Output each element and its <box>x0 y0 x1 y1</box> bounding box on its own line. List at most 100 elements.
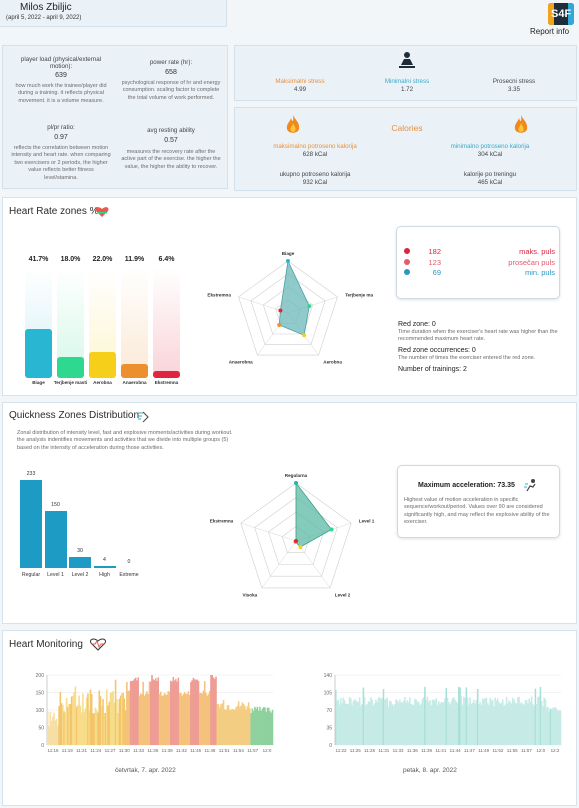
hm-bar <box>503 705 505 745</box>
quickness-bar <box>93 566 116 568</box>
hm-bar <box>254 706 256 745</box>
hm-x-tick: 11:48 <box>204 748 215 753</box>
hm-bar <box>356 701 358 745</box>
hm-bar <box>157 677 160 745</box>
hm-bar <box>509 701 512 745</box>
hm-bar <box>401 702 404 745</box>
hm-bar <box>439 703 441 745</box>
hm-bar <box>77 705 79 745</box>
hm-y-tick: 70 <box>326 708 332 714</box>
hm-bar <box>251 708 254 745</box>
hm-x-tick: 12:2 <box>551 748 560 753</box>
hm-bar <box>352 700 355 745</box>
hm-x-tick: 12:0 <box>536 748 545 753</box>
hm-bar <box>83 711 85 745</box>
hm-bar <box>421 699 424 745</box>
hm-x-tick: 11:27 <box>105 748 116 753</box>
player-load-value: 639 <box>55 72 67 79</box>
hm-bar <box>229 709 231 745</box>
hm-bar <box>175 679 177 745</box>
hm-y-tick: 50 <box>38 726 44 732</box>
hr-zone-percent: 11.9% <box>124 256 145 263</box>
hm-bar <box>118 698 121 745</box>
hm-bar <box>529 701 532 745</box>
hm-bar <box>261 708 264 745</box>
hm-bar <box>224 709 226 745</box>
hm-bar <box>430 705 432 745</box>
hm-bar <box>232 709 235 745</box>
hm-bar <box>429 700 431 745</box>
hm-x-tick: 11:21 <box>76 748 87 753</box>
hm-bar <box>385 699 387 745</box>
hm-bar <box>505 697 508 745</box>
hm-x-tick: 11:19 <box>62 748 73 753</box>
radar-point <box>278 308 283 313</box>
hm-bar <box>114 679 117 745</box>
radar-area <box>278 259 310 336</box>
hm-bar <box>513 699 515 745</box>
hm-bar <box>411 704 414 745</box>
hm-bar <box>488 704 490 745</box>
hm-x-tick: 11:22 <box>336 748 347 753</box>
radar-point <box>302 333 307 338</box>
pl-pr-desc: reflects the correlation between motion … <box>11 145 111 181</box>
report-info-link[interactable]: Report info <box>530 27 570 36</box>
hm-bar <box>227 704 230 745</box>
hm-x-tick: 11:33 <box>133 748 144 753</box>
quickness-bars: 233 Regular 150 Level 1 30 Level 2 4 High 0 Extre… <box>3 403 183 625</box>
hm-bar <box>417 701 420 745</box>
flame-icon <box>285 114 301 136</box>
hm-bar <box>351 705 353 745</box>
hm-bar <box>486 703 489 745</box>
hm-bar <box>137 677 139 745</box>
pulse-dot <box>404 258 410 265</box>
hm-bar <box>168 691 171 745</box>
hm-bar <box>99 696 102 745</box>
hm-bar <box>444 698 446 745</box>
hm-bar <box>493 706 495 745</box>
hm-bar <box>373 703 376 745</box>
hm-bar <box>407 702 410 745</box>
hm-bar <box>127 690 129 745</box>
hm-x-tick: 11:57 <box>247 748 258 753</box>
hm-bar <box>515 703 518 745</box>
hm-bar <box>220 704 222 745</box>
hm-bar <box>252 711 255 745</box>
min-stress-label: Minimalni stress <box>384 78 430 85</box>
hm-bar <box>69 703 72 745</box>
hm-bar <box>338 704 341 745</box>
quickness-card: Quickness Zones Distribution Zonal distr… <box>2 402 577 624</box>
hm-bar <box>386 697 389 745</box>
hr-zone-percent: 41.7% <box>28 256 49 263</box>
hm-bar <box>478 704 480 745</box>
radar-label: Anaerobna <box>229 360 253 365</box>
hm-bar <box>362 687 365 745</box>
hm-bar <box>262 707 265 745</box>
hm-bar <box>348 696 351 745</box>
hm-bar <box>383 699 386 745</box>
radar-grid-ring <box>254 497 338 577</box>
radar-axis <box>261 540 297 589</box>
hr-zones-title: Heart Rate zones % <box>9 206 99 217</box>
hm-bar <box>134 677 137 745</box>
quickness-bar-value: 0 <box>127 559 131 565</box>
hm-bar <box>535 703 538 745</box>
pulse-value: 69 <box>432 268 441 277</box>
hm-bar <box>210 675 212 745</box>
hm-bar <box>459 687 461 745</box>
quickness-bar-value: 4 <box>103 557 106 564</box>
hm-bar <box>453 697 455 745</box>
meditation-icon <box>397 51 417 71</box>
hm-bar <box>117 712 119 745</box>
hm-bar <box>84 708 87 745</box>
hm-bar <box>244 705 246 745</box>
hm-bar <box>470 703 473 745</box>
hm-bar <box>121 693 123 745</box>
hm-bar <box>158 694 161 745</box>
radar-label: Regularna <box>285 473 308 478</box>
hm-bar <box>201 693 203 745</box>
hm-bar <box>415 699 417 745</box>
quickness-bar <box>69 556 91 568</box>
hm-y-tick: 150 <box>36 691 45 697</box>
